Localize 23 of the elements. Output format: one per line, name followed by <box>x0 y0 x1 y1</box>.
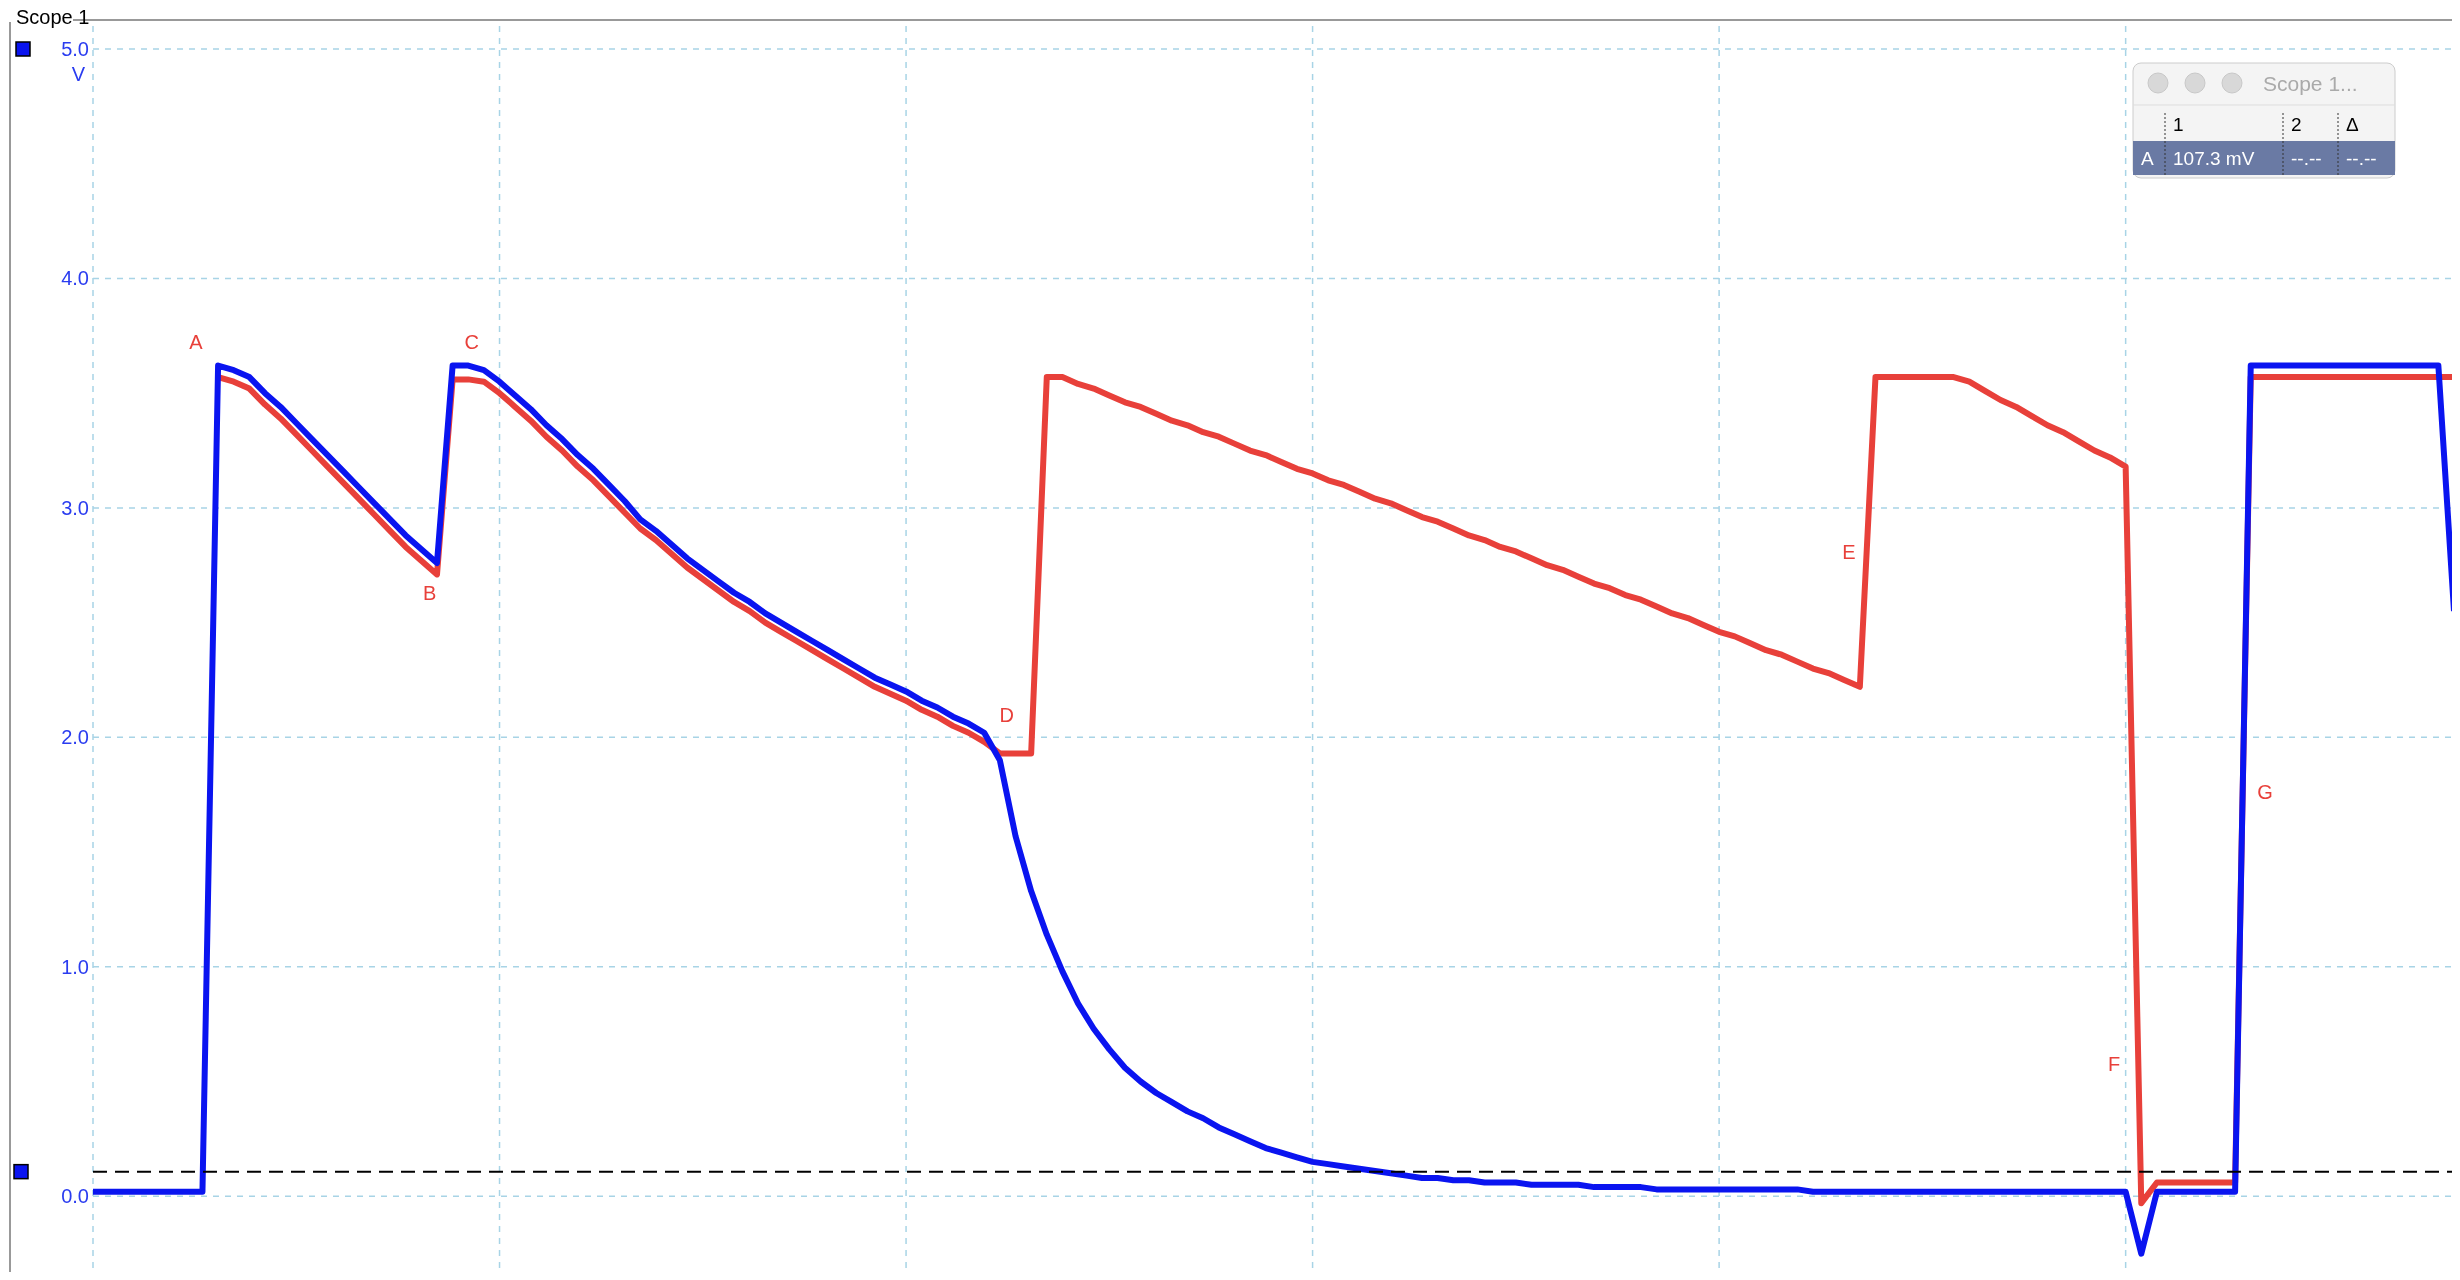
chart-title: Scope 1 <box>16 6 90 28</box>
y-tick-label: 4.0 <box>61 267 89 290</box>
annotation: 1 <box>2173 114 2184 135</box>
annotation: --.-- <box>2291 148 2322 169</box>
y-axis-title: V <box>71 62 86 85</box>
annotation: E <box>1842 540 1856 563</box>
annotation: 107.3 mV <box>2173 148 2255 169</box>
annotation: 2 <box>2291 114 2302 135</box>
y-tick-label: 0.0 <box>61 1185 89 1208</box>
y-tick-label: 5.0 <box>61 37 89 60</box>
annotation: B <box>423 581 437 604</box>
annotation: --.-- <box>2346 148 2377 169</box>
annotation: A <box>2141 148 2154 169</box>
annotation: D <box>999 704 1014 727</box>
annotation: A <box>189 331 204 354</box>
annotation: F <box>2107 1052 2121 1075</box>
annotation: Δ <box>2346 114 2359 135</box>
annotation: G <box>2257 781 2273 804</box>
annotation: C <box>464 331 479 354</box>
annotation: Scope 1... <box>2263 72 2358 95</box>
y-tick-label: 1.0 <box>61 955 89 978</box>
y-tick-label: 3.0 <box>61 496 89 519</box>
y-tick-label: 2.0 <box>61 726 89 749</box>
